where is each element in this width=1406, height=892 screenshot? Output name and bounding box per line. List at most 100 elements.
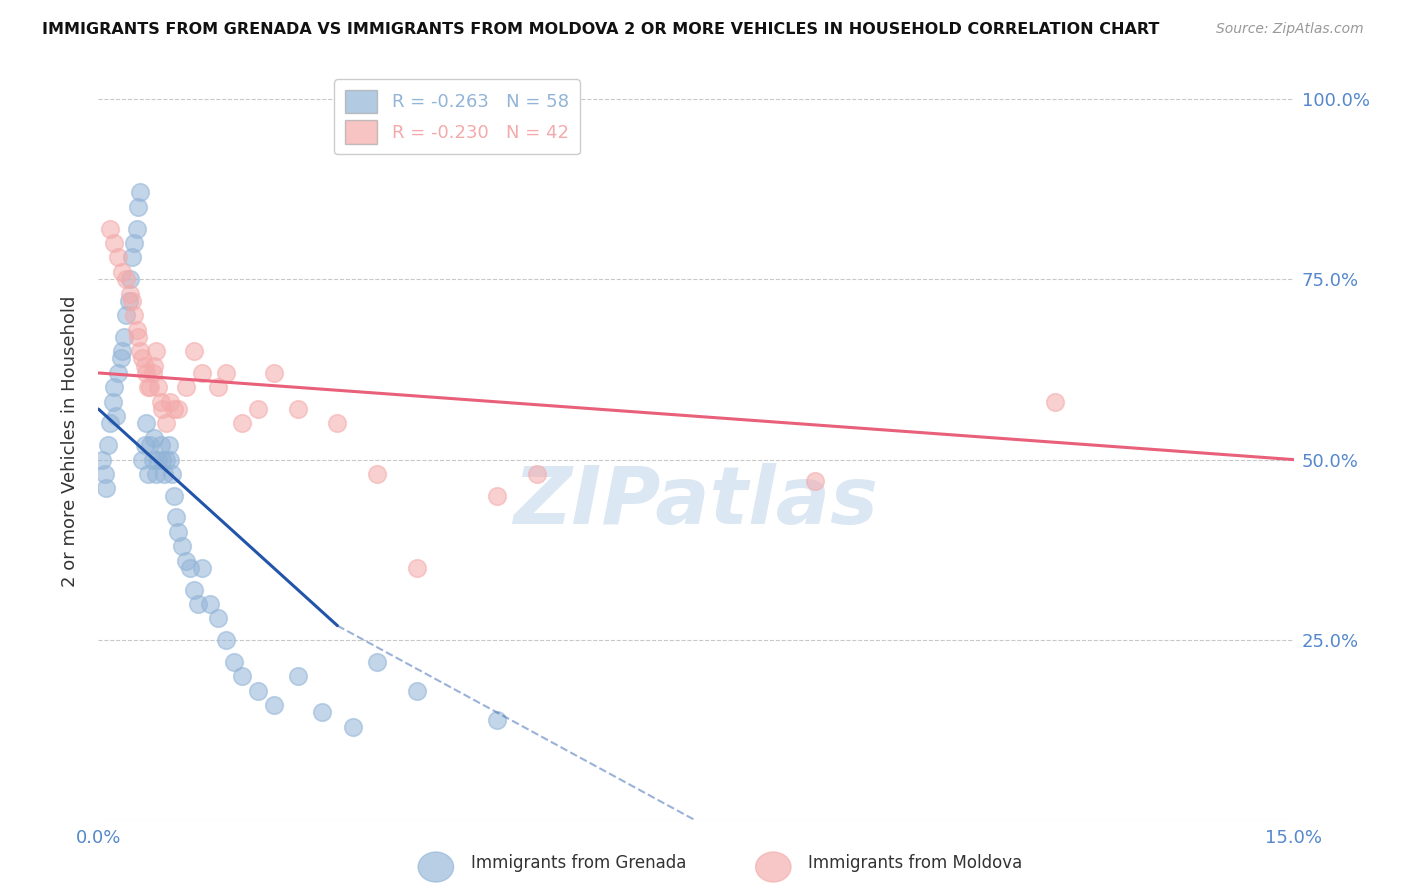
Point (160, 467, 183, 481)
Point (135, 366, 157, 380)
Point (145, 344, 167, 359)
Point (103, 235, 125, 250)
Point (342, 720, 364, 734)
Point (163, 402, 186, 417)
Point (124, 308, 146, 322)
Point (128, 344, 150, 359)
Point (174, 380, 197, 394)
Point (326, 417, 349, 431)
Point (215, 366, 238, 380)
Point (150, 402, 173, 417)
Point (246, 683, 269, 698)
Point (222, 655, 245, 669)
Point (152, 467, 174, 481)
Point (157, 438, 180, 452)
Point (139, 438, 162, 452)
Point (142, 452, 165, 467)
Point (134, 359, 156, 373)
Point (148, 452, 170, 467)
Text: Immigrants from Moldova: Immigrants from Moldova (808, 855, 1022, 872)
Point (148, 380, 170, 394)
Point (128, 186, 150, 200)
Point (231, 669, 253, 683)
Point (167, 524, 190, 539)
Point (131, 351, 153, 366)
Point (135, 417, 157, 431)
Point (111, 265, 134, 279)
Point (124, 235, 146, 250)
Point (98, 417, 122, 431)
Point (366, 655, 388, 669)
Point (107, 366, 129, 380)
Point (155, 417, 177, 431)
Text: IMMIGRANTS FROM GRENADA VS IMMIGRANTS FROM MOLDOVA 2 OR MORE VEHICLES IN HOUSEHO: IMMIGRANTS FROM GRENADA VS IMMIGRANTS FR… (42, 22, 1160, 37)
Point (145, 467, 167, 481)
Point (125, 221, 148, 235)
Point (107, 251, 129, 265)
Point (485, 489, 508, 503)
Point (121, 293, 143, 308)
Point (183, 582, 205, 597)
Point (155, 452, 177, 467)
Point (191, 366, 214, 380)
Point (94, 467, 117, 481)
Point (131, 452, 153, 467)
Point (127, 200, 149, 214)
Point (215, 633, 238, 648)
Point (149, 438, 172, 452)
Point (136, 467, 159, 481)
Point (98, 221, 122, 235)
Point (110, 351, 132, 366)
Point (366, 467, 388, 481)
Circle shape (418, 852, 454, 882)
Point (150, 452, 173, 467)
Point (183, 344, 205, 359)
Point (91, 452, 114, 467)
Point (120, 286, 142, 301)
Point (118, 293, 141, 308)
Text: ZIPatlas: ZIPatlas (513, 463, 879, 541)
Point (159, 394, 181, 409)
Point (96, 482, 118, 496)
Point (134, 438, 156, 452)
Point (115, 272, 138, 286)
Point (104, 409, 127, 424)
Point (231, 417, 253, 431)
Point (163, 489, 186, 503)
Point (143, 359, 166, 373)
Point (207, 380, 229, 394)
Point (263, 698, 285, 712)
Point (142, 366, 165, 380)
Point (311, 706, 333, 720)
Point (136, 380, 159, 394)
Point (1043, 394, 1066, 409)
Point (246, 402, 269, 417)
Point (198, 597, 221, 611)
Point (174, 554, 197, 568)
Point (406, 683, 429, 698)
Point (121, 251, 143, 265)
Circle shape (755, 852, 792, 882)
Text: Source: ZipAtlas.com: Source: ZipAtlas.com (1216, 22, 1364, 37)
Point (149, 394, 172, 409)
Point (207, 611, 229, 625)
Point (263, 366, 285, 380)
Point (125, 323, 148, 337)
Y-axis label: 2 or more Vehicles in Household: 2 or more Vehicles in Household (60, 296, 79, 587)
Point (167, 402, 190, 417)
Point (485, 713, 508, 727)
Point (287, 669, 309, 683)
Point (526, 467, 548, 481)
Point (101, 394, 124, 409)
Point (115, 308, 138, 322)
Point (111, 344, 134, 359)
Point (143, 431, 166, 445)
Point (97, 438, 120, 452)
Point (127, 330, 149, 344)
Point (172, 539, 194, 553)
Point (120, 272, 142, 286)
Point (179, 561, 201, 575)
Legend: R = -0.263   N = 58, R = -0.230   N = 42: R = -0.263 N = 58, R = -0.230 N = 42 (335, 79, 579, 154)
Point (804, 475, 827, 489)
Point (112, 330, 135, 344)
